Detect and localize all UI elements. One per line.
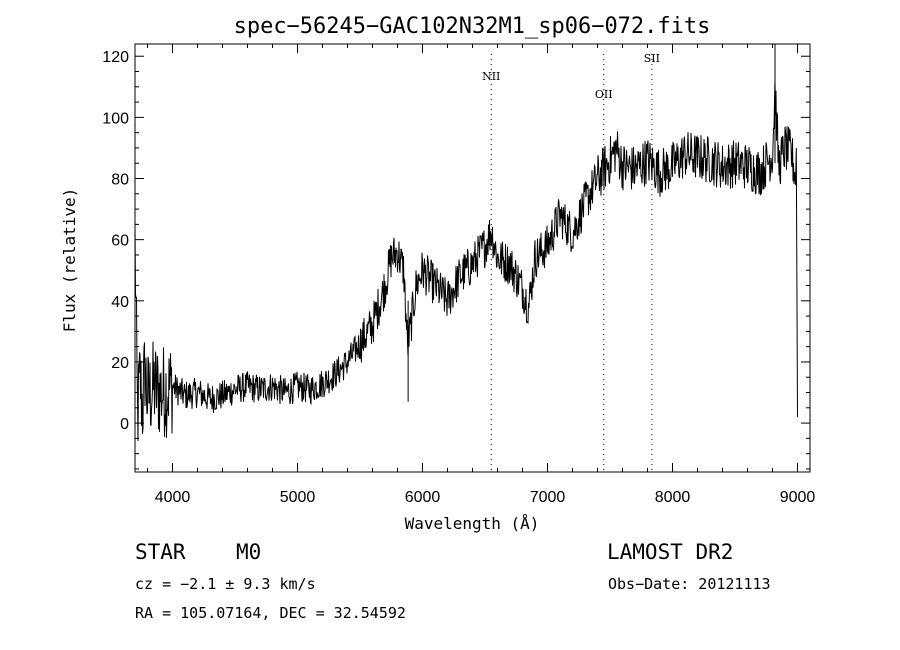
redshift-velocity-label: cz = −2.1 ± 9.3 km/s bbox=[135, 575, 316, 593]
x-tick-label: 6000 bbox=[405, 489, 441, 506]
spectrum-line bbox=[134, 80, 798, 442]
observation-date-label: Obs−Date: 20121113 bbox=[608, 575, 771, 593]
x-tick-label: 9000 bbox=[780, 489, 816, 506]
emission-line-label: NII bbox=[482, 70, 500, 83]
subclass-label: M0 bbox=[236, 540, 262, 564]
x-tick-label: 5000 bbox=[280, 489, 316, 506]
chart-title: spec−56245−GAC102N32M1_sp06−072.fits bbox=[234, 14, 711, 39]
y-tick-label: 0 bbox=[120, 416, 129, 433]
x-tick-label: 7000 bbox=[530, 489, 566, 506]
y-tick-label: 120 bbox=[102, 49, 129, 66]
emission-line-label: SII bbox=[644, 52, 660, 65]
y-tick-label: 20 bbox=[111, 355, 129, 372]
y-tick-label: 80 bbox=[111, 172, 129, 189]
y-tick-label: 100 bbox=[102, 110, 129, 127]
x-tick-label: 8000 bbox=[655, 489, 691, 506]
y-tick-label: 40 bbox=[111, 294, 129, 311]
y-tick-label: 60 bbox=[111, 233, 129, 250]
plot-area: 4000 5000 6000 7000 8000 9000 0 20 40 60 80 100 120 N… bbox=[102, 43, 816, 506]
emission-line-label: OII bbox=[595, 88, 613, 101]
x-axis-label: Wavelength (Å) bbox=[405, 514, 540, 533]
coordinates-label: RA = 105.07164, DEC = 32.54592 bbox=[135, 604, 406, 622]
data-release-label: LAMOST DR2 bbox=[607, 540, 734, 564]
object-type-label: STAR bbox=[135, 540, 186, 564]
x-tick-label: 4000 bbox=[155, 489, 191, 506]
y-axis-label: Flux (relative) bbox=[60, 188, 79, 333]
